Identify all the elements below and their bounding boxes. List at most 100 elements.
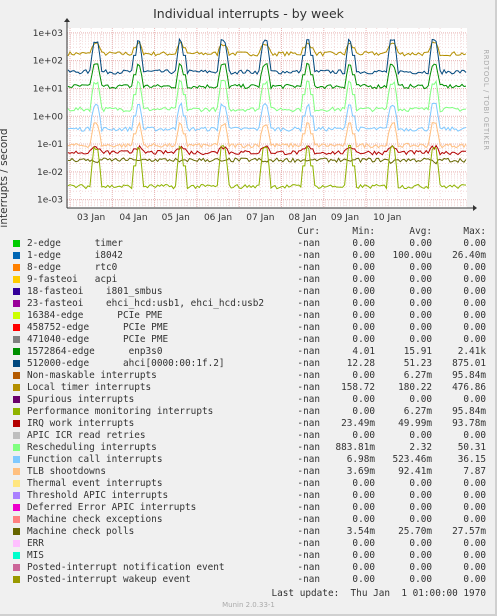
- series-line: [67, 102, 467, 133]
- legend-avg: 0.00: [409, 574, 432, 585]
- legend-swatch: [13, 288, 20, 295]
- legend-cur: -nan: [297, 526, 320, 537]
- legend-avg: 180.22: [398, 382, 432, 393]
- legend-series-name: Posted-interrupt notification event: [27, 562, 225, 573]
- legend-min: 883.81m: [335, 442, 375, 453]
- legend-row: Local timer interrupts -nan 158.72 180.22 47…: [0, 382, 497, 394]
- legend-max: 36.15: [457, 454, 486, 465]
- legend-row: Threshold APIC interrupts -nan 0.00 0.00 0.0…: [0, 490, 497, 502]
- legend-row: 2-edge timer -nan 0.00 0.00 0.00: [0, 238, 497, 250]
- legend-max: 0.00: [463, 430, 486, 441]
- legend-swatch: [13, 360, 20, 367]
- legend-min: 0.00: [352, 238, 375, 249]
- legend-row: Machine check exceptions -nan 0.00 0.00 0.00: [0, 514, 497, 526]
- legend-min: 0.00: [352, 322, 375, 333]
- legend-cur: -nan: [297, 286, 320, 297]
- legend-row: 8-edge rtc0 -nan 0.00 0.00 0.00: [0, 262, 497, 274]
- legend-min: 23.49m: [341, 418, 375, 429]
- legend-row: APIC ICR read retries -nan 0.00 0.00 0.00: [0, 430, 497, 442]
- legend-cur: -nan: [297, 370, 320, 381]
- munin-version: Munin 2.0.33-1: [222, 601, 275, 609]
- legend-cur: -nan: [297, 310, 320, 321]
- legend-min: 0.00: [352, 478, 375, 489]
- legend-swatch: [13, 396, 20, 403]
- legend-series-name: Machine check polls: [27, 526, 135, 537]
- legend-series-name: 16384-edge PCIe PME: [27, 310, 163, 321]
- legend-min: 0.00: [352, 406, 375, 417]
- legend-series-name: Non-maskable interrupts: [27, 370, 157, 381]
- legend-cur: -nan: [297, 238, 320, 249]
- legend-avg: 6.27m: [403, 370, 432, 381]
- legend-swatch: [13, 564, 20, 571]
- legend-min: 0.00: [352, 274, 375, 285]
- legend-max: 27.57m: [452, 526, 486, 537]
- legend-avg: 0.00: [409, 478, 432, 489]
- series-line: [67, 79, 467, 113]
- legend-row: Deferred Error APIC interrupts -nan 0.00 0.…: [0, 502, 497, 514]
- legend-max: 0.00: [463, 478, 486, 489]
- legend-row: 16384-edge PCIe PME -nan 0.00 0.00 0.00: [0, 310, 497, 322]
- chart-title: Individual interrupts - by week: [153, 6, 344, 21]
- legend-max: 7.87: [463, 466, 486, 477]
- legend-min: 0.00: [352, 310, 375, 321]
- legend-swatch: [13, 252, 20, 259]
- legend-row: Posted-interrupt notification event -nan 0…: [0, 562, 497, 574]
- legend-min: 0.00: [352, 502, 375, 513]
- series-lines: [67, 37, 467, 190]
- legend-avg: 0.00: [409, 310, 432, 321]
- legend-swatch: [13, 336, 20, 343]
- x-axis-arrow: [473, 205, 477, 211]
- last-update-value: Thu Jan 1 01:00:00 1970: [350, 588, 486, 599]
- legend-cur: -nan: [297, 394, 320, 405]
- legend-min: 3.69m: [346, 466, 375, 477]
- legend-cur: -nan: [297, 574, 320, 585]
- legend-max: 0.00: [463, 394, 486, 405]
- y-tick-label: 1e-03: [37, 196, 63, 206]
- legend-row: MIS -nan 0.00 0.00 0.00: [0, 550, 497, 562]
- legend-max: 476.86: [452, 382, 486, 393]
- y-ticks: 1e-03 1e-02 1e-01 1e+00 1e+01 1e+02 1e+03: [33, 29, 64, 206]
- legend-series-name: 458752-edge PCIe PME: [27, 322, 169, 333]
- legend-max: 0.00: [463, 298, 486, 309]
- legend-min: 4.01: [352, 346, 375, 357]
- legend-max: 95.84m: [452, 406, 486, 417]
- legend-avg: 0.00: [409, 394, 432, 405]
- legend-max: 0.00: [463, 514, 486, 525]
- legend-swatch: [13, 480, 20, 487]
- legend-cur: -nan: [297, 514, 320, 525]
- legend-row: 23-fasteoi ehci_hcd:usb1, ehci_hcd:usb2 -…: [0, 298, 497, 310]
- x-tick-label: 05 Jan: [162, 213, 190, 223]
- legend-series-name: Function call interrupts: [27, 454, 163, 465]
- legend-row: Performance monitoring interrupts -nan 0.0…: [0, 406, 497, 418]
- legend-cur: -nan: [297, 406, 320, 417]
- legend-min: 6.98m: [346, 454, 375, 465]
- legend-series-name: Rescheduling interrupts: [27, 442, 157, 453]
- legend-swatch: [13, 300, 20, 307]
- legend-max: 93.78m: [452, 418, 486, 429]
- legend-cur: -nan: [297, 298, 320, 309]
- legend-max: 2.41k: [457, 346, 486, 357]
- legend-min: 0.00: [352, 562, 375, 573]
- legend-series-name: 9-fasteoi acpi: [27, 274, 118, 285]
- legend-swatch: [13, 504, 20, 511]
- legend-avg: 523.46m: [392, 454, 432, 465]
- legend-row: Non-maskable interrupts -nan 0.00 6.27m 95.8…: [0, 370, 497, 382]
- legend-avg: 92.41m: [398, 466, 432, 477]
- y-tick-label: 1e+00: [33, 112, 64, 122]
- legend-swatch: [13, 324, 20, 331]
- legend-series-name: MIS: [27, 550, 44, 561]
- legend-avg: 0.00: [409, 238, 432, 249]
- series-line: [67, 144, 467, 190]
- legend-series-name: 8-edge rtc0: [27, 262, 118, 273]
- legend-max: 0.00: [463, 262, 486, 273]
- legend-swatch: [13, 456, 20, 463]
- legend-row: Thermal event interrupts -nan 0.00 0.00 0.00: [0, 478, 497, 490]
- legend-series-name: Deferred Error APIC interrupts: [27, 502, 197, 513]
- legend-avg: 0.00: [409, 430, 432, 441]
- x-tick-label: 04 Jan: [119, 213, 147, 223]
- legend-max: 0.00: [463, 490, 486, 501]
- legend-min: 0.00: [352, 286, 375, 297]
- legend-swatch: [13, 372, 20, 379]
- legend-swatch: [13, 312, 20, 319]
